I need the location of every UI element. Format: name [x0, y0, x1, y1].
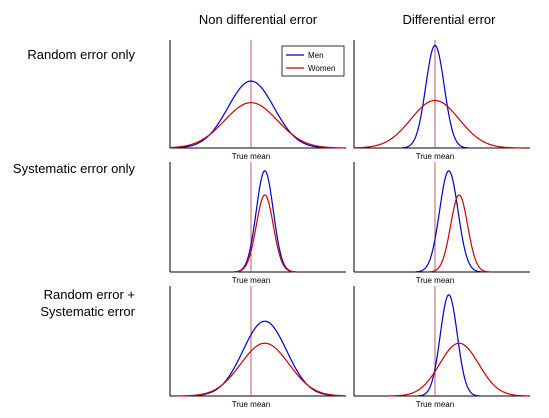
panel-frame-r1-c1 — [169, 40, 346, 149]
curve-men-r1-c2 — [401, 44, 469, 149]
panel-frame-r3-c1 — [169, 286, 346, 397]
legend-label-men: Men — [308, 51, 324, 60]
tick-label-true-mean-r1-c2: True mean — [416, 152, 454, 161]
legend-box — [281, 45, 345, 77]
panel-frame-r3-c2 — [353, 286, 530, 397]
curve-men-r3-c1 — [186, 320, 344, 397]
tick-label-true-mean-r2-c1: True mean — [232, 276, 270, 285]
legend: Men Women — [281, 45, 345, 77]
curve-women-r1-c2 — [354, 99, 522, 149]
row-label-combined-error-line-1: Random error + — [44, 287, 135, 302]
tick-label-true-mean-r3-c1: True mean — [232, 400, 270, 409]
curve-women-r2-c2 — [428, 194, 490, 273]
curve-women-r3-c2 — [388, 342, 529, 397]
tick-label-true-mean-r1-c1: True mean — [232, 152, 270, 161]
panel-frame-r1-c2 — [353, 40, 530, 149]
row-label-combined-error-line-2: Systematic error — [40, 304, 135, 319]
row-label-random-error: Random error only — [27, 47, 135, 62]
panel-frame-r2-c1 — [169, 162, 346, 273]
legend-label-women: Women — [308, 64, 335, 73]
curve-men-r1-c1 — [170, 80, 334, 149]
curve-women-r1-c1 — [170, 102, 345, 149]
panel-frame-r2-c2 — [353, 162, 530, 273]
curve-men-r2-c2 — [415, 170, 482, 273]
column-title-differential: Differential error — [403, 12, 497, 27]
curve-men-r3-c2 — [418, 294, 480, 397]
chart-marks — [170, 40, 529, 397]
curve-women-r3-c1 — [177, 342, 345, 397]
tick-label-true-mean-r2-c2: True mean — [416, 276, 454, 285]
curve-women-r2-c1 — [234, 194, 296, 273]
curve-men-r2-c1 — [234, 170, 296, 273]
row-label-systematic-error: Systematic error only — [13, 161, 136, 176]
tick-label-true-mean-r3-c2: True mean — [416, 400, 454, 409]
column-title-non-differential: Non differential error — [199, 12, 318, 27]
